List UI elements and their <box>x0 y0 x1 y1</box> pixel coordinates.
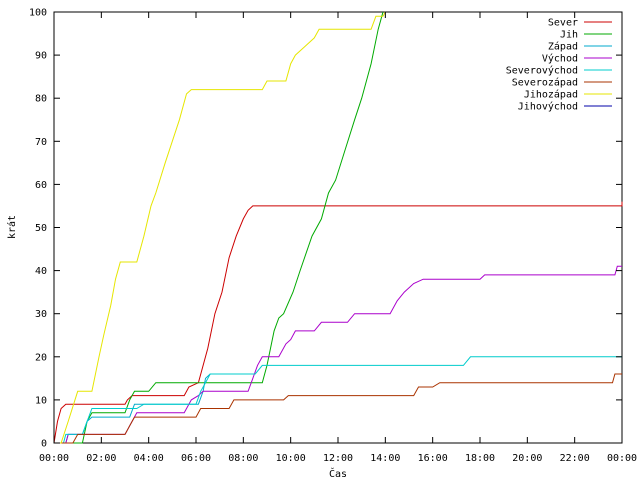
legend-label: Jih <box>560 30 578 41</box>
x-tick-label: 18:00 <box>465 453 495 464</box>
y-tick-label: 0 <box>41 439 47 450</box>
y-tick-label: 80 <box>35 94 47 105</box>
legend-label: Severozápad <box>512 77 578 89</box>
x-tick-label: 04:00 <box>134 453 164 464</box>
legend-label: Východ <box>542 53 578 65</box>
y-tick-label: 30 <box>35 309 47 320</box>
x-tick-label: 10:00 <box>276 453 306 464</box>
series-line-4 <box>54 265 622 444</box>
x-tick-label: 14:00 <box>370 453 400 464</box>
x-tick-label: 02:00 <box>86 453 116 464</box>
legend-label: Jihovýchod <box>518 101 578 113</box>
legend: SeverJihZápadVýchodSeverovýchodSeverozáp… <box>506 18 612 113</box>
y-tick-label: 70 <box>35 137 47 148</box>
y-tick-label: 20 <box>35 352 47 363</box>
y-tick-label: 90 <box>35 51 47 62</box>
series-line-2 <box>54 11 384 444</box>
y-axis-title: krát <box>6 215 18 239</box>
x-axis-title: Čas <box>329 467 347 480</box>
series-line-7 <box>54 11 386 444</box>
ticks-layer: 0 10 20 30 40 50 60 70 80 90 100 00:00 02:00 04:00 06:… <box>29 8 637 465</box>
x-tick-label: 16:00 <box>418 453 448 464</box>
x-tick-label: 00:00 <box>607 453 637 464</box>
y-tick-label: 60 <box>35 180 47 191</box>
y-tick-label: 40 <box>35 266 47 277</box>
y-tick-label: 100 <box>29 8 47 19</box>
x-tick-label: 22:00 <box>560 453 590 464</box>
legend-label: Sever <box>548 18 578 29</box>
legend-label: Severovýchod <box>506 65 578 77</box>
series-line-5 <box>54 356 622 444</box>
y-tick-label: 10 <box>35 395 47 406</box>
series-line-1 <box>53 201 623 444</box>
x-tick-label: 08:00 <box>228 453 258 464</box>
legend-label: Západ <box>548 41 578 53</box>
x-tick-label: 00:00 <box>39 453 69 464</box>
series-layer <box>53 11 623 444</box>
y-tick-label: 50 <box>35 223 47 234</box>
x-tick-label: 06:00 <box>181 453 211 464</box>
legend-label: Jihozápad <box>524 89 578 101</box>
x-tick-label: 12:00 <box>323 453 353 464</box>
series-line-6 <box>54 373 622 444</box>
x-tick-label: 20:00 <box>512 453 542 464</box>
